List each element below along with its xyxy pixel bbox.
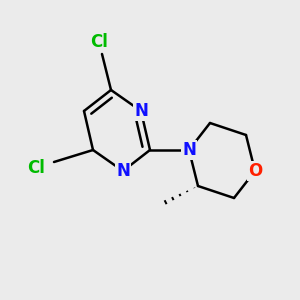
Text: Cl: Cl: [27, 159, 45, 177]
Text: N: N: [182, 141, 196, 159]
Text: Cl: Cl: [90, 33, 108, 51]
Text: O: O: [248, 162, 262, 180]
Text: N: N: [134, 102, 148, 120]
Text: N: N: [116, 162, 130, 180]
